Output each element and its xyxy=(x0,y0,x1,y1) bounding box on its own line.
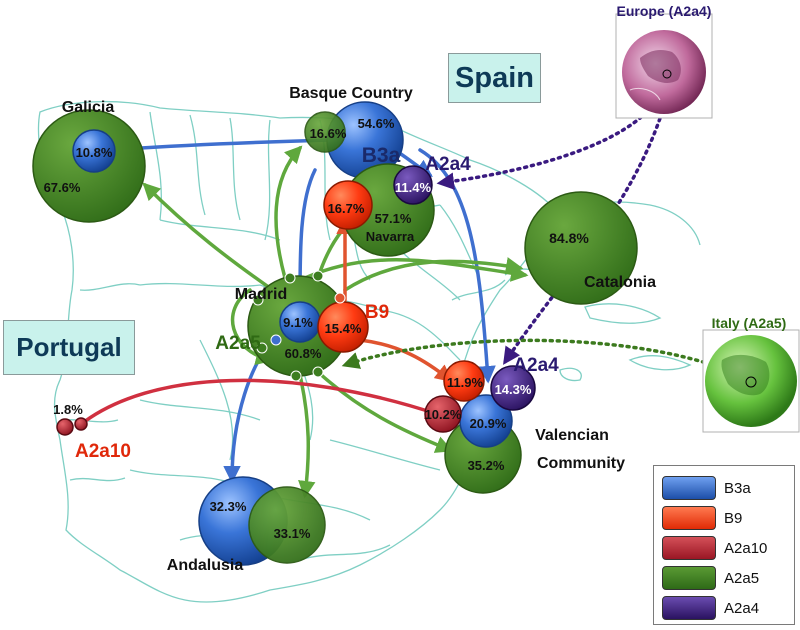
madrid-a2a5-value: 60.8% xyxy=(285,346,322,361)
region-valencian: Valencian xyxy=(535,427,609,444)
arrow-a2a5-to-basque xyxy=(274,145,303,280)
portugal-a2a10-dot xyxy=(74,417,88,431)
basque-a2a5-value: 16.6% xyxy=(310,126,347,141)
navarra-a2a4-value: 11.4% xyxy=(395,180,432,195)
legend-item-a2a5: A2a5 xyxy=(662,566,759,590)
spread-arrows xyxy=(78,88,752,499)
inset-labels: Europe (A2a4) Italy (A2a5) xyxy=(617,3,787,331)
europe-inset xyxy=(615,13,713,119)
italy-inset-label: Italy (A2a5) xyxy=(712,315,787,331)
legend-swatch-a2a5 xyxy=(662,566,716,590)
portugal-a2a10-value: 1.8% xyxy=(53,402,83,417)
legend-label: A2a10 xyxy=(724,539,768,557)
clade-label-b9: B9 xyxy=(365,302,389,323)
andalusia-b3a-value: 32.3% xyxy=(210,499,247,514)
valencia-a2a4-value: 14.3% xyxy=(495,382,532,397)
europe-inset-label: Europe (A2a4) xyxy=(617,3,712,19)
valencia-a2a10-bubble xyxy=(424,395,462,433)
region-basque: Basque Country xyxy=(289,85,413,102)
andalusia-a2a5-value: 33.1% xyxy=(274,526,311,541)
catalonia-a2a5-bubble xyxy=(524,191,638,305)
legend-item-a2a4: A2a4 xyxy=(662,596,759,620)
region-catalonia: Catalonia xyxy=(584,274,656,291)
clade-label-b3a: B3a xyxy=(362,144,401,167)
basque-a2a5-bubble xyxy=(304,111,346,153)
basque-b3a-value: 54.6% xyxy=(358,116,395,131)
arrow-a2a10-to-valencia xyxy=(78,378,444,427)
andalusia-a2a5-bubble xyxy=(248,486,326,564)
galicia-b3a-value: 10.8% xyxy=(76,145,113,160)
legend-label: A2a5 xyxy=(724,569,760,587)
region-andalusia: Andalusia xyxy=(167,557,244,574)
legend-label: B9 xyxy=(724,509,743,527)
legend-label: A2a4 xyxy=(724,599,760,617)
arrow-a2a5-to-andalusia xyxy=(298,373,316,499)
region-bubbles xyxy=(32,101,638,566)
legend-item-b9: B9 xyxy=(662,506,742,530)
navarra-a2a5-value: 57.1% xyxy=(375,211,412,226)
valencia-b3a-value: 20.9% xyxy=(470,416,507,431)
arrow-b3a-to-galicia xyxy=(106,138,332,158)
legend-swatch-a2a10 xyxy=(662,536,716,560)
navarra-a2a4-bubble xyxy=(393,165,433,205)
country-label-spain: Spain xyxy=(448,53,541,103)
legend-swatch-a2a4 xyxy=(662,596,716,620)
region-galicia: Galicia xyxy=(62,99,115,116)
madrid-b3a-value: 9.1% xyxy=(283,315,313,330)
region-community: Community xyxy=(537,455,625,472)
legend: B3a B9 A2a10 A2a5 A2a4 xyxy=(653,465,795,625)
valencia-b9-bubble xyxy=(443,360,485,402)
madrid-b9-value: 15.4% xyxy=(325,321,362,336)
catalonia-a2a5-value: 84.8% xyxy=(549,230,589,246)
galicia-a2a5-value: 67.6% xyxy=(44,180,81,195)
clade-labels: B3a A2a4 B9 A2a5 A2a4 A2a10 xyxy=(75,144,559,462)
arrow-a2a5-to-valencia xyxy=(316,370,454,453)
legend-swatch-b3a xyxy=(662,476,716,500)
clade-label-a2a4-north: A2a4 xyxy=(425,154,471,175)
arrow-b9-to-valencia xyxy=(358,338,453,383)
region-labels: Galicia Basque Country Navarra Madrid Ca… xyxy=(62,85,656,574)
clade-label-a2a4-east: A2a4 xyxy=(513,355,559,376)
valencia-a2a5-value: 35.2% xyxy=(468,458,505,473)
arrow-b3a-to-valencia xyxy=(418,148,496,384)
italy-inset xyxy=(702,329,800,433)
legend-item-b3a: B3a xyxy=(662,476,751,500)
legend-swatch-b9 xyxy=(662,506,716,530)
arrow-a2a5-to-galicia xyxy=(142,182,272,290)
galicia-b3a-bubble xyxy=(72,129,116,173)
clade-label-a2a5: A2a5 xyxy=(215,333,261,354)
value-labels: 10.8% 67.6% 16.6% 54.6% 11.4% 16.7% 57.1… xyxy=(44,116,590,541)
region-navarra: Navarra xyxy=(366,229,415,244)
legend-label: B3a xyxy=(724,479,751,497)
portugal-a2a10-bubble xyxy=(56,418,74,436)
clade-label-a2a10: A2a10 xyxy=(75,441,131,462)
valencia-b9-value: 11.9% xyxy=(447,375,484,390)
region-madrid: Madrid xyxy=(235,286,287,303)
country-label-portugal: Portugal xyxy=(3,320,135,375)
arrow-a2a5-to-catalonia xyxy=(303,258,529,282)
navarra-b9-value: 16.7% xyxy=(328,201,365,216)
madrid-arrow-nodes xyxy=(252,270,346,382)
legend-item-a2a10: A2a10 xyxy=(662,536,767,560)
valencia-a2a4-bubble xyxy=(490,365,536,411)
arrow-a2a5-to-catalonia-2 xyxy=(343,257,524,292)
valencia-a2a10-value: 10.2% xyxy=(425,407,462,422)
navarra-b9-bubble xyxy=(323,180,373,230)
